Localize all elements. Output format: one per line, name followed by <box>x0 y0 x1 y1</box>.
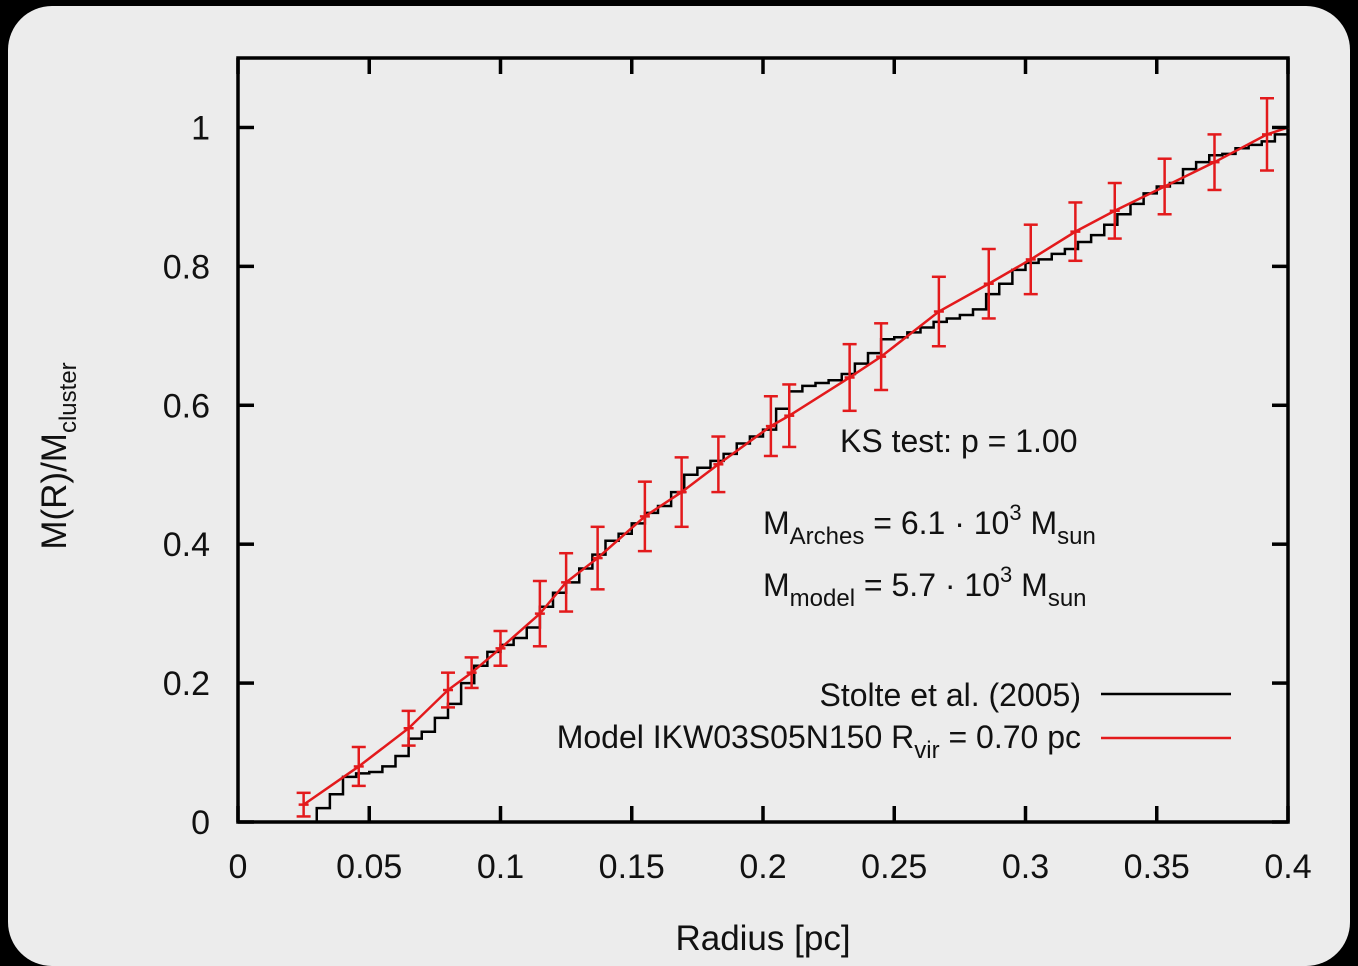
x-tick-label: 0.2 <box>739 848 786 886</box>
x-tick-label: 0.05 <box>336 848 402 886</box>
x-tick-label: 0.1 <box>477 848 524 886</box>
error-bar <box>782 383 797 449</box>
error-bar <box>674 456 689 529</box>
error-bar <box>1157 157 1172 216</box>
error-bar <box>874 322 889 392</box>
legend: Stolte et al. (2005) Model IKW03S05N150 … <box>557 677 1231 764</box>
error-bar <box>763 394 778 458</box>
error-bar <box>441 671 455 709</box>
plot-frame <box>236 56 1290 824</box>
error-bar <box>931 275 946 348</box>
ks-test-annotation: KS test: p = 1.00 <box>840 423 1077 459</box>
figure-panel: 0 0.05 0.1 0.15 0.2 0.25 0.3 0.35 0.4 0 0.2 0.4 0.6 0… <box>8 6 1350 966</box>
y-tick-label: 0 <box>191 804 210 842</box>
error-bar <box>401 709 416 747</box>
y-tick-label: 0.2 <box>163 665 210 703</box>
series-line-stolte <box>303 127 1290 824</box>
error-bar <box>1260 97 1274 172</box>
y-tick-label: 0.6 <box>163 387 210 425</box>
error-bar <box>842 342 857 413</box>
x-tick-label: 0.4 <box>1264 848 1311 886</box>
x-axis-label: Radius [pc] <box>675 919 850 958</box>
chart: 0 0.05 0.1 0.15 0.2 0.25 0.3 0.35 0.4 0 0.2 0.4 0.6 0… <box>35 56 1312 958</box>
error-bar <box>464 656 479 690</box>
error-bar <box>637 480 652 553</box>
error-bar <box>1068 201 1083 263</box>
y-tick-label: 1 <box>191 109 210 147</box>
x-tick-label: 0.15 <box>599 848 665 886</box>
m-arches-annotation: MArches = 6.1 · 103 Msun <box>763 500 1096 550</box>
y-tick-label: 0.4 <box>163 526 210 564</box>
error-bar <box>1207 133 1222 192</box>
legend-label-stolte: Stolte et al. (2005) <box>820 677 1081 713</box>
error-bar <box>559 551 574 613</box>
error-bar <box>981 247 996 320</box>
error-bar <box>493 629 508 667</box>
legend-label-model: Model IKW03S05N150 Rvir = 0.70 pc <box>557 719 1081 764</box>
error-bar <box>711 435 726 494</box>
error-bar <box>590 525 605 591</box>
error-bar <box>1023 223 1038 296</box>
x-tick-label: 0 <box>229 848 248 886</box>
error-bar <box>1107 181 1122 240</box>
error-bar <box>351 745 366 788</box>
error-bar <box>532 579 547 648</box>
error-bar <box>296 791 311 818</box>
x-tick-label: 0.3 <box>1002 848 1049 886</box>
m-model-annotation: Mmodel = 5.7 · 103 Msun <box>763 562 1087 612</box>
x-tick-label: 0.35 <box>1124 848 1190 886</box>
y-axis-label: M(R)/Mcluster <box>35 362 82 549</box>
x-tick-label: 0.25 <box>861 848 927 886</box>
y-tick-label: 0.8 <box>163 248 210 286</box>
